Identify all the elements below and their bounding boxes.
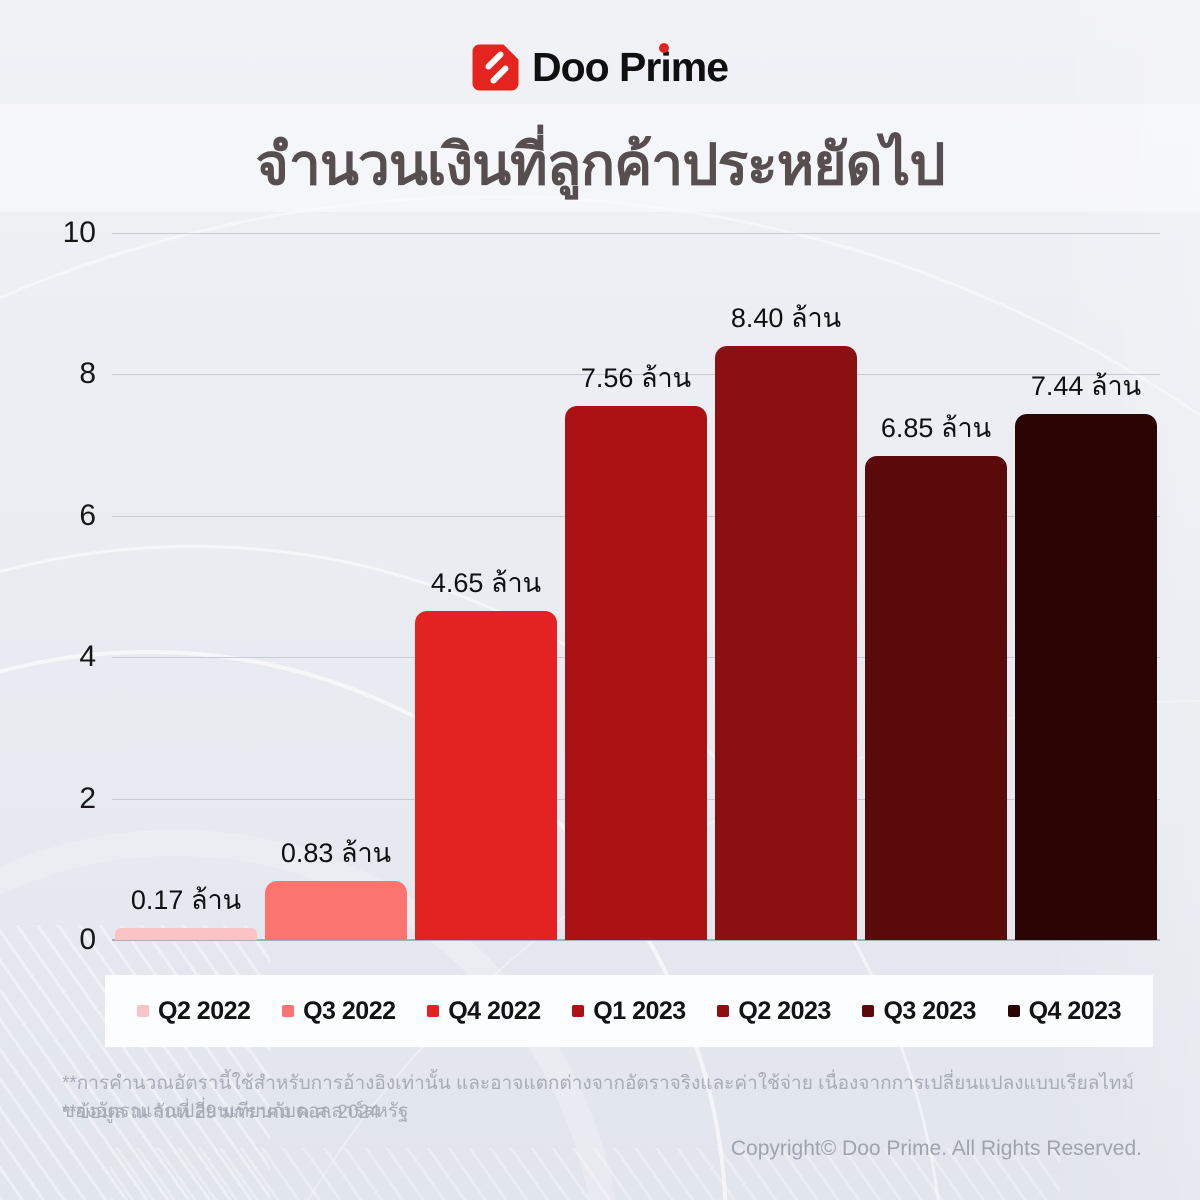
legend-swatch-icon — [862, 1005, 875, 1017]
bar-value-label: 8.40 ล้าน — [730, 303, 842, 334]
legend-label: Q2 2022 — [158, 996, 251, 1025]
legend-label: Q3 2022 — [303, 996, 396, 1025]
legend-item-q1-2023: Q1 2023 — [572, 996, 686, 1026]
hatch-pattern — [0, 925, 270, 1200]
legend-label: Q2 2023 — [738, 996, 831, 1025]
legend-label: Q1 2023 — [593, 996, 686, 1025]
copyright-text: Copyright© Doo Prime. All Rights Reserve… — [730, 1137, 1142, 1160]
legend-swatch-icon — [717, 1005, 730, 1017]
y-axis-tick-label: 8 — [79, 357, 96, 391]
bar-q3-2022 — [265, 881, 407, 940]
logo: Doo Prime — [0, 43, 1200, 91]
legend-item-q2-2022: Q2 2022 — [137, 996, 251, 1026]
footnote-calculation: **การคำนวณอัตรานี้ใช้สำหรับการอ้างอิงเท่… — [62, 1073, 1134, 1122]
y-axis-tick-label: 4 — [79, 640, 96, 674]
legend-item-q4-2023: Q4 2023 — [1007, 996, 1122, 1026]
bar-value-label: 0.17 ล้าน — [130, 884, 242, 915]
bar-value-label: 6.85 ล้าน — [880, 412, 992, 443]
y-axis-tick-label: 2 — [79, 781, 96, 815]
bar-value-label: 7.56 ล้าน — [580, 362, 692, 393]
bar-q4-2023 — [1015, 413, 1157, 940]
x-axis-line — [112, 939, 1160, 941]
legend-swatch-icon — [137, 1005, 149, 1017]
gridline — [112, 233, 1160, 234]
legend-item-q3-2022: Q3 2022 — [282, 996, 396, 1026]
doo-prime-logo-icon — [472, 44, 519, 91]
legend-label: Q4 2022 — [448, 996, 541, 1025]
y-axis-tick-label: 10 — [62, 216, 96, 249]
logo-i-dot — [659, 43, 670, 53]
page-title: จำนวนเงินที่ลูกค้าประหยัดไป — [255, 133, 945, 197]
y-axis-tick-label: 6 — [79, 498, 96, 532]
logo-text: Doo Prime — [531, 43, 729, 90]
legend-label: Q4 2023 — [1028, 996, 1122, 1025]
bar-q1-2023 — [565, 405, 707, 940]
bar-value-label: 4.65 ล้าน — [430, 568, 542, 599]
bar-q3-2023 — [865, 455, 1007, 940]
legend-swatch-icon — [427, 1005, 440, 1017]
gridline — [112, 374, 1160, 376]
legend-item-q2-2023: Q2 2023 — [717, 996, 831, 1026]
footnote-data-date: **ข้อมูล ณ วันที่ 29 มกราคม ค.ศ. 2024 — [62, 1102, 380, 1123]
legend-swatch-icon — [282, 1005, 295, 1017]
legend-label: Q3 2023 — [883, 996, 976, 1025]
bar-q2-2022 — [115, 927, 257, 940]
chart-legend: Q2 2022 Q3 2022 Q4 2022 Q1 2023 Q2 2023 Q3 20… — [105, 975, 1153, 1047]
bar-value-label: 0.83 ล้าน — [280, 838, 392, 869]
bar-value-label: 7.44 ล้าน — [1030, 370, 1142, 401]
legend-item-q3-2023: Q3 2023 — [862, 996, 976, 1026]
legend-swatch-icon — [1007, 1005, 1020, 1017]
y-axis-tick-label: 0 — [79, 923, 96, 956]
legend-item-q4-2022: Q4 2022 — [427, 996, 541, 1026]
legend-swatch-icon — [572, 1005, 585, 1017]
logo-wordmark: Doo Prime — [531, 44, 729, 90]
bar-q2-2023 — [715, 346, 857, 940]
bar-q4-2022 — [415, 611, 557, 940]
